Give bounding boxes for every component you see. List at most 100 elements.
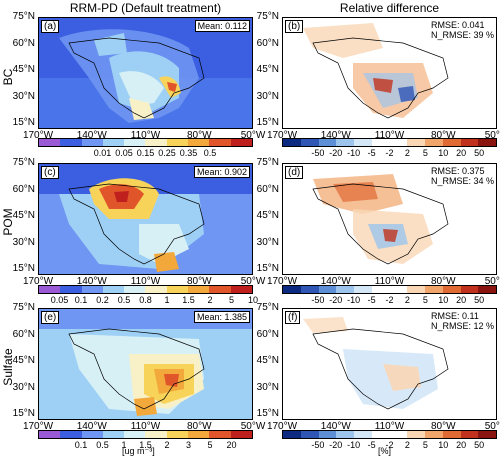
colorbar-swatch [425, 431, 443, 438]
colorbar-tick-label: 50 [474, 440, 485, 450]
colorbar-tick-label: 0.1 [74, 440, 88, 450]
colorbar-swatch [230, 139, 252, 146]
colorbar-swatch [336, 286, 354, 293]
colorbar-tick-label: -5 [367, 440, 376, 450]
colorbar-swatch [371, 139, 390, 146]
colorbar-tick-label: 0.05 [115, 148, 133, 158]
colorbar-swatch [209, 139, 231, 146]
stat-rmse-b: RMSE: 0.041 N_RMSE: 39 % [430, 20, 494, 40]
colorbar-swatch [336, 139, 354, 146]
latitude-label: 45°N [256, 210, 279, 221]
colorbar-tick-label: 50 [474, 148, 485, 158]
latitude-label: 60°N [12, 37, 35, 49]
colorbar-tick-label: 5 [422, 295, 428, 305]
colorbar-tick-label: 10 [247, 295, 259, 305]
colorbar-tick-label: 20 [226, 440, 237, 450]
colorbar-swatch [318, 431, 337, 438]
colorbar-swatch [460, 139, 479, 146]
colorbar-tick-label: 0.15 [136, 148, 155, 158]
longitude-label: 140°W [320, 421, 351, 432]
longitude-label: 50°W [240, 130, 266, 141]
panel-tag-b: (b) [285, 20, 304, 33]
longitude-label: 140°W [320, 130, 351, 141]
colorbar-swatch [354, 286, 372, 293]
colorbar-tick-label: 0.1 [74, 295, 88, 305]
colorbar-swatch [407, 286, 425, 293]
stat-mean-e: Mean: 1.385 [193, 311, 250, 323]
colorbar-swatch [166, 431, 189, 438]
colorbar-swatch [230, 286, 252, 293]
latitude-label: 60°N [256, 183, 279, 195]
colorbar-tick-label: -2 [385, 295, 394, 305]
colorbar-tick-label: 0.5 [203, 148, 217, 158]
latitude-label: 60°N [12, 328, 35, 340]
longitude-label: 80°W [430, 276, 456, 287]
colorbar-swatch [478, 431, 496, 438]
map-bc-mean [39, 18, 252, 128]
longitude-label: 140°W [76, 130, 107, 141]
colorbar-swatch [389, 431, 408, 438]
longitude-label: 170°W [22, 130, 54, 141]
map-panel-e: (e) Mean: 1.385 [38, 308, 253, 420]
longitude-label: 110°W [374, 276, 405, 287]
longitude-label: 110°W [130, 276, 161, 287]
colorbar-swatch [442, 286, 461, 293]
latitude-label: 30°N [256, 381, 279, 393]
colorbar-diff-1 [282, 285, 497, 294]
colorbar-tick-label: -50 [311, 295, 325, 305]
colorbar-swatch [145, 139, 167, 146]
colorbar-tick-label: 3 [185, 440, 192, 450]
colorbar-swatch [425, 286, 443, 293]
colorbar-tick-label: 1 [121, 440, 127, 450]
panel-tag-c: (c) [41, 166, 59, 179]
colorbar-diff-2 [282, 430, 497, 439]
colorbar-swatch [336, 431, 354, 438]
stat-rmse-f: RMSE: 0.11 N_RMSE: 12 % [430, 311, 494, 331]
colorbar-swatch [60, 139, 82, 146]
colorbar-swatch [318, 139, 337, 146]
colorbar-swatch [166, 139, 189, 146]
longitude-label: 110°W [374, 421, 405, 432]
colorbar-swatch [145, 431, 167, 438]
colorbar-tick-label: 1 [164, 295, 170, 305]
colorbar-swatch [283, 431, 301, 438]
colorbar-tick-label: 2 [207, 295, 213, 305]
colorbar-tick-label: -2 [385, 148, 394, 158]
longitude-label: 80°W [430, 130, 456, 141]
colorbar-tick-label: -10 [347, 440, 361, 450]
longitude-label: 80°W [186, 276, 212, 287]
colorbar-tick-label: 2 [404, 148, 410, 158]
panel-tag-d: (d) [285, 166, 304, 179]
latitude-label: 15°N [256, 408, 279, 419]
colorbar-tick-label: -2 [385, 440, 394, 450]
colorbar-swatch [283, 286, 301, 293]
latitude-label: 45°N [12, 355, 35, 366]
colorbar-tick-label: -10 [347, 148, 361, 158]
colorbar-swatch [166, 286, 189, 293]
longitude-label: 170°W [266, 130, 298, 141]
colorbar-tick-label: -20 [329, 295, 343, 305]
colorbar-diff-0 [282, 138, 497, 147]
latitude-label: 30°N [12, 236, 35, 248]
colorbar-swatch [371, 431, 390, 438]
colorbar-unit-sulfate: [ug m⁻³] [122, 446, 155, 456]
colorbar-swatch [60, 431, 82, 438]
colorbar-swatch [354, 139, 372, 146]
colorbar-tick-label: 0.5 [117, 295, 131, 305]
colorbar-swatch [407, 431, 425, 438]
colorbar-swatch [39, 286, 61, 293]
colorbar-swatch [39, 139, 61, 146]
colorbar-tick-label: -20 [329, 440, 343, 450]
colorbar-swatch [389, 139, 408, 146]
colorbar-swatch [124, 286, 146, 293]
colorbar-tick-label: 2 [404, 295, 410, 305]
longitude-label: 110°W [130, 421, 161, 432]
map-panel-c: (c) Mean: 0.902 [38, 163, 253, 275]
latitude-label: 45°N [256, 355, 279, 366]
latitude-label: 45°N [12, 210, 35, 221]
stat-rmse-d: RMSE: 0.375 N_RMSE: 34 % [430, 166, 494, 186]
longitude-label: 110°W [374, 130, 405, 141]
colorbar-swatch [81, 139, 103, 146]
colorbar-swatch [209, 286, 231, 293]
colorbar-tick-label: -5 [367, 295, 376, 305]
